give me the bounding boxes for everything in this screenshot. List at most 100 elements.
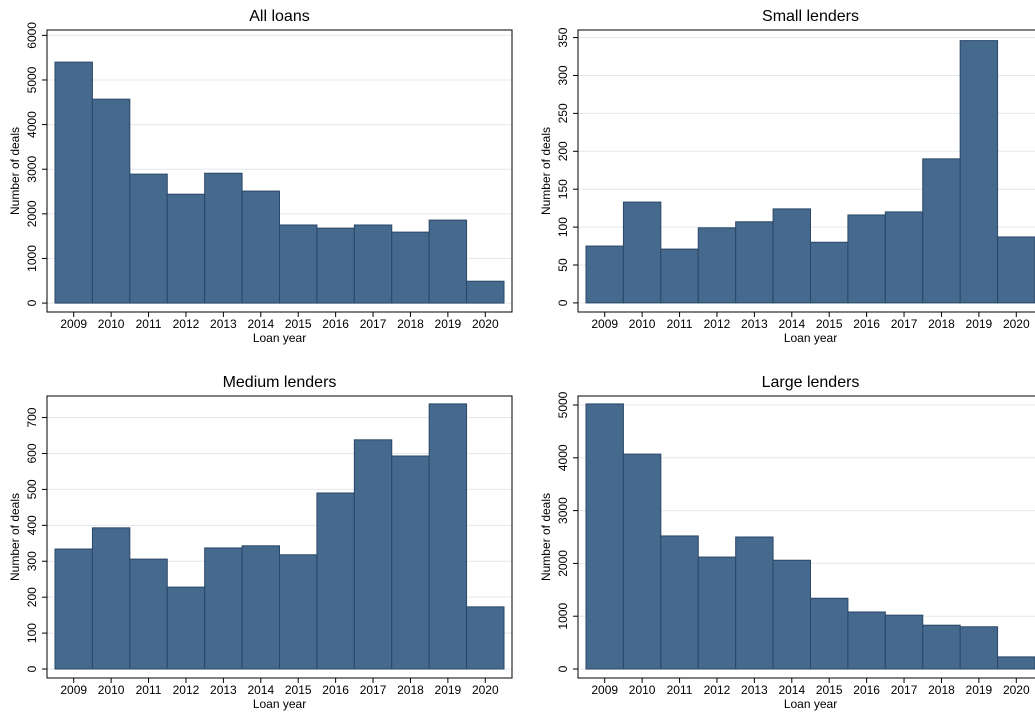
bar (847, 611, 886, 670)
x-tick-label: 2014 (247, 317, 274, 331)
x-tick-label: 2017 (360, 683, 387, 697)
x-tick-label: 2012 (173, 317, 200, 331)
x-tick-label: 2015 (816, 683, 843, 697)
x-tick-label: 2009 (60, 317, 87, 331)
bar (316, 492, 355, 670)
y-tick-label: 1000 (556, 603, 570, 630)
x-tick-label: 2010 (98, 683, 125, 697)
y-tick-label: 50 (556, 258, 570, 272)
bar (660, 248, 699, 304)
bar (353, 224, 393, 304)
x-tick-label: 2012 (704, 317, 731, 331)
y-tick-label: 3000 (556, 497, 570, 524)
plot-frame (577, 395, 1035, 679)
x-tick-label: 2019 (435, 317, 462, 331)
bar (91, 98, 131, 304)
y-tick-label: 4000 (556, 444, 570, 471)
y-tick-label: 0 (556, 665, 570, 672)
bar (884, 614, 924, 670)
bar (166, 193, 206, 304)
y-tick-label: 200 (25, 587, 39, 607)
bar (622, 201, 662, 304)
x-tick-label: 2019 (966, 683, 993, 697)
bar (241, 190, 280, 304)
bar (316, 227, 355, 304)
x-axis-label: Loan year (784, 331, 837, 345)
bar (391, 455, 430, 670)
bar (772, 559, 811, 670)
x-tick-label: 2010 (629, 317, 656, 331)
x-tick-label: 2016 (322, 317, 349, 331)
y-tick-label: 2000 (556, 550, 570, 577)
x-tick-label: 2015 (816, 317, 843, 331)
x-tick-label: 2011 (136, 317, 162, 331)
y-tick-label: 3000 (25, 156, 39, 183)
x-axis-label: Loan year (253, 331, 306, 345)
bar (810, 241, 849, 304)
x-tick-label: 2020 (1003, 317, 1030, 331)
bar (129, 558, 168, 670)
x-tick-label: 2020 (1003, 683, 1030, 697)
bar (735, 536, 774, 670)
bar (428, 219, 468, 304)
x-axis-label: Loan year (253, 697, 306, 711)
bar (922, 624, 961, 670)
bar (466, 606, 505, 670)
x-tick-label: 2020 (472, 317, 499, 331)
bar (735, 221, 774, 304)
y-axis-label: Number of deals (539, 493, 553, 581)
x-tick-label: 2012 (173, 683, 200, 697)
bar (959, 626, 999, 670)
x-tick-label: 2011 (667, 683, 693, 697)
bar (279, 554, 318, 670)
bar (466, 280, 505, 304)
bar (279, 224, 318, 304)
bar (204, 547, 243, 670)
y-tick-label: 100 (556, 217, 570, 237)
plot-frame (577, 29, 1035, 313)
x-tick-label: 2014 (778, 683, 805, 697)
x-tick-label: 2013 (741, 317, 768, 331)
x-tick-label: 2011 (667, 317, 693, 331)
chart-title: All loans (249, 8, 309, 25)
x-tick-label: 2018 (928, 317, 955, 331)
bar (241, 545, 280, 670)
bar (353, 439, 393, 670)
chart-title: Medium lenders (223, 374, 337, 391)
y-tick-label: 5000 (25, 66, 39, 93)
x-tick-label: 2011 (136, 683, 162, 697)
bar (54, 548, 93, 670)
x-tick-label: 2018 (397, 683, 424, 697)
y-tick-label: 700 (25, 407, 39, 427)
bar (810, 597, 849, 670)
y-tick-label: 5000 (556, 391, 570, 418)
x-tick-label: 2016 (853, 683, 880, 697)
y-tick-label: 6000 (25, 22, 39, 49)
y-tick-label: 600 (25, 443, 39, 463)
y-axis-label: Number of deals (539, 127, 553, 215)
x-tick-label: 2013 (210, 317, 237, 331)
y-tick-label: 250 (556, 103, 570, 123)
y-tick-label: 100 (25, 623, 39, 643)
x-tick-label: 2019 (966, 317, 993, 331)
x-tick-label: 2017 (360, 317, 387, 331)
bar (585, 245, 624, 304)
bar (697, 556, 737, 670)
x-tick-label: 2013 (741, 683, 768, 697)
bar (922, 158, 961, 304)
bar (660, 535, 699, 670)
bar (166, 586, 206, 670)
bar (204, 172, 243, 304)
bar (959, 40, 999, 304)
x-tick-label: 2014 (247, 683, 274, 697)
bar (847, 214, 886, 304)
x-tick-label: 2020 (472, 683, 499, 697)
bar (391, 231, 430, 304)
x-tick-label: 2009 (591, 317, 618, 331)
bar (428, 403, 468, 670)
y-tick-label: 300 (556, 65, 570, 85)
chart-title: Small lenders (762, 8, 859, 25)
x-tick-label: 2016 (322, 683, 349, 697)
x-tick-label: 2009 (591, 683, 618, 697)
